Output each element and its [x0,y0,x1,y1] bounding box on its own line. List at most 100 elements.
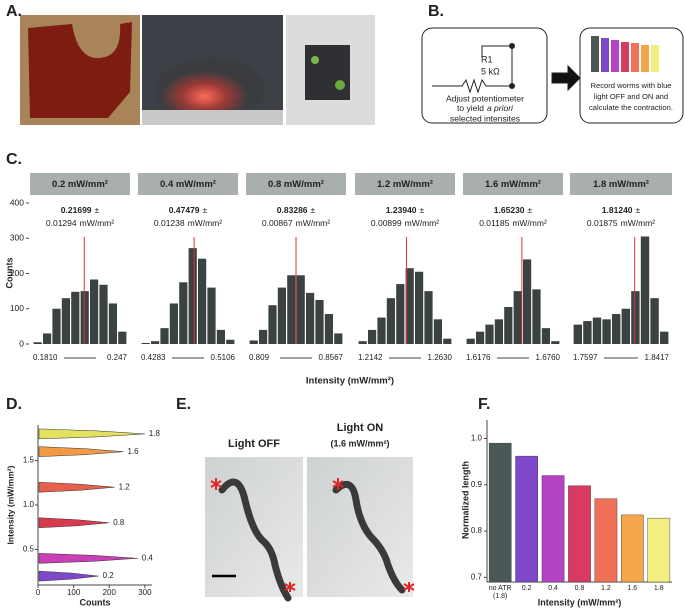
unit: mW/mm² [512,218,547,228]
sd-value: 0.00867 [262,218,293,228]
image-subtitle: (1.6 mW/mm²) [330,438,389,448]
y-tick-label: 0.9 [471,480,483,489]
terminal [509,43,515,49]
bar [99,284,108,344]
panel-header [570,173,672,195]
bar [358,341,367,344]
x-tick-label: 1.6 [627,585,638,592]
violin-label: 1.2 [119,482,131,491]
instruction: selected intensites [450,113,520,123]
y-tick-label: 200 [10,268,24,278]
x-tick-label: 0 [36,588,41,597]
image-on [307,457,413,597]
bar [494,319,503,344]
violin [38,428,145,440]
x-tick-label-box: no ATR (1.8) [488,585,512,600]
bar [216,329,225,344]
bar [169,303,178,344]
bar [594,498,618,583]
x-tick-label: 300 [138,588,152,597]
panel-title: 0.2 mW/mm² [52,179,108,190]
panel-label: B. [428,3,444,20]
bar [592,317,602,344]
bar [488,442,512,583]
bar [296,275,305,344]
bar [188,248,197,344]
panel-header [246,173,346,195]
bar [226,339,235,344]
violin-label: 0.4 [142,553,154,562]
bar [523,259,532,344]
icon-bar [651,45,659,72]
bar [541,328,550,344]
photo-table [142,110,283,125]
mean-value: 0.21699 [61,205,92,215]
plus-minus: ± [528,205,533,215]
bar [650,298,659,344]
bar [43,333,52,344]
unit: mW/mm² [405,218,440,228]
instruction: Record worms with blue [590,81,671,90]
violin-label: 0.8 [113,518,125,527]
bar [573,324,582,344]
bar [249,340,258,344]
bar [612,314,621,344]
terminal [509,83,515,89]
mean-label: 0.47479 ± [169,205,208,215]
x-axis-label: Intensity (mW/mm²) [306,376,394,387]
x-tick-label: 100 [67,588,81,597]
icon-bar [611,40,619,72]
bar [141,342,150,344]
mean-value: 0.47479 [169,205,200,215]
x-tick-label: 0.8567 [319,353,344,362]
bar [443,338,452,344]
icon-bar [631,43,639,72]
bar [287,275,296,344]
mean-value: 1.65230 [494,205,525,215]
bar [583,321,592,344]
violin-label: 1.6 [128,447,140,456]
panel-label: E. [176,396,191,413]
x-tick-label: 1.8 [653,585,664,592]
panel-title: 1.6 mW/mm² [485,179,541,190]
bar [640,236,650,344]
bar [602,319,611,344]
image-title: Light OFF [228,438,280,450]
y-axis-label: Intensity (mW/mm²) [5,465,15,544]
photo-led [335,80,345,90]
bar [621,308,630,344]
bar [424,291,433,344]
panel-header [355,173,455,195]
bar [151,341,160,344]
unit: mW/mm² [80,218,115,228]
diagram-b [421,27,684,124]
photo-device [305,45,350,100]
bar [405,268,414,344]
plus-minus: ± [203,205,208,215]
x-tick-label: 1.2630 [428,353,453,362]
x-tick-label: no ATR (1.8) [488,585,512,600]
y-tick-label: 1.5 [23,456,35,465]
bar [52,308,61,344]
x-tick-label: 0.4 [548,585,558,592]
panel-header [30,173,130,195]
panel-title: 0.8 mW/mm² [268,179,324,190]
mean-label: 1.65230 ± [494,205,533,215]
bar [433,319,442,344]
bar [647,517,671,583]
bar [90,279,99,344]
x-tick-label: 0.809 [249,353,270,362]
box [421,27,548,124]
x-tick-label-box: 1.6 [627,585,638,592]
x-tick-label: 1.6760 [536,353,561,362]
bar [198,258,207,344]
icon-bar [641,45,649,72]
y-tick-label: 1.0 [23,500,35,509]
sd-value: 0.01238 [154,218,185,228]
panel-title: 1.2 mW/mm² [377,179,433,190]
x-tick-label: 0.2 [521,585,532,592]
sd-value: 0.01294 [46,218,77,228]
mean-value: 0.83286 [277,205,308,215]
bar [118,331,127,344]
